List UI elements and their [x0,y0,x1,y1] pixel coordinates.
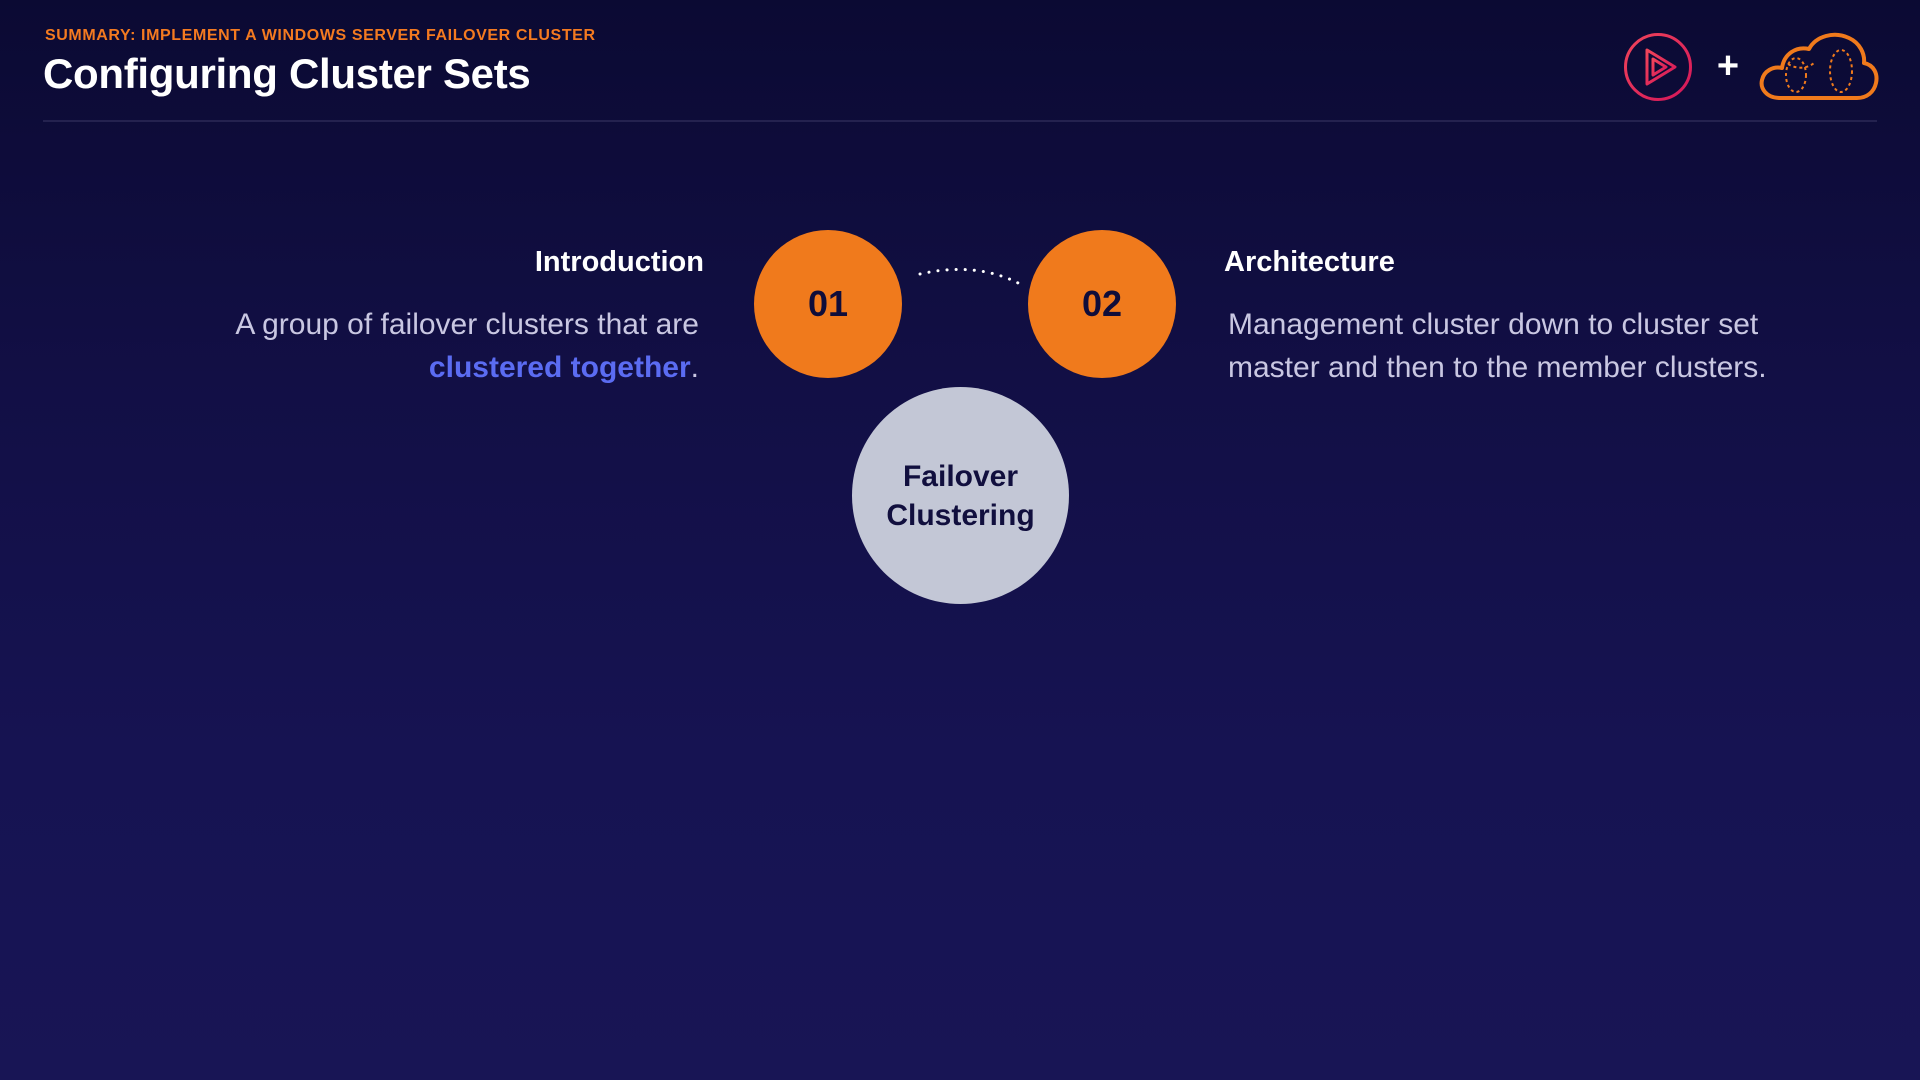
description-punctuation: . [690,351,699,384]
highlighted-phrase: clustered together [428,351,691,384]
central-topic-line: Clustering [886,498,1035,532]
description-line: clustered together. [144,346,699,389]
play-logo-icon [1624,33,1692,101]
page-title: Configuring Cluster Sets [43,50,531,97]
description-line: Management cluster down to cluster set [1228,308,1759,341]
step-description-architecture: Management cluster down to cluster set m… [1228,303,1844,389]
step-description-introduction: A group of failover clusters that are cl… [144,303,699,389]
step-heading-introduction: Introduction [534,246,704,278]
step-badge-02: 02 [1028,230,1176,378]
cloud-logo-icon [1759,32,1879,100]
step-introduction: Introduction A group of failover cluster… [144,246,704,389]
header-overline: SUMMARY: IMPLEMENT A WINDOWS SERVER FAIL… [45,27,596,44]
description-line: A group of failover clusters that are [235,308,699,341]
description-line: master and then to the member clusters. [1228,351,1767,384]
step-badge-01: 01 [754,230,902,378]
step-architecture: Architecture Management cluster down to … [1224,246,1844,389]
central-topic-line: Failover [902,459,1019,493]
central-topic-node: Failover Clustering [852,387,1069,604]
header-divider [43,120,1877,122]
dotted-connector-icon [918,267,1022,286]
plus-icon: + [1716,45,1740,87]
step-heading-architecture: Architecture [1224,246,1395,278]
